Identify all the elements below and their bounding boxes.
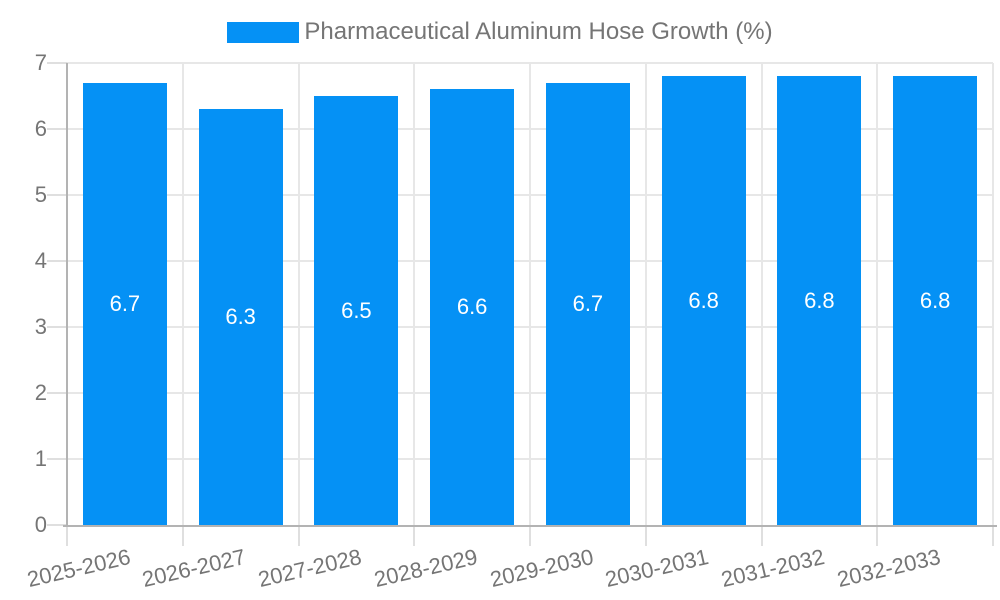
y-axis-tick	[47, 128, 67, 130]
y-axis-label: 1	[34, 446, 47, 471]
x-axis-label: 2028-2029	[371, 544, 480, 593]
y-axis-label: 4	[34, 248, 47, 273]
y-axis-tick	[47, 392, 67, 394]
x-axis-tick	[644, 525, 647, 546]
bar-value-label: 6.3	[225, 304, 256, 330]
bar[interactable]	[777, 76, 862, 525]
x-axis-tick	[760, 525, 763, 546]
y-axis-tick	[47, 326, 67, 328]
bar-value-label: 6.7	[572, 290, 604, 316]
bar[interactable]	[545, 82, 630, 525]
gridline-vertical	[297, 63, 300, 525]
bar[interactable]	[198, 109, 283, 525]
x-axis-tick	[529, 525, 531, 546]
x-axis-tick	[413, 525, 416, 546]
gridline-vertical	[529, 63, 531, 525]
x-axis-label: 2026-2027	[140, 544, 249, 593]
bar-value-label: 6.8	[919, 287, 951, 313]
x-axis-tick	[876, 525, 879, 546]
y-axis-tick	[47, 458, 67, 460]
x-axis-label: 2032-2033	[834, 544, 943, 593]
gridline-vertical	[644, 63, 647, 525]
gridline-vertical	[876, 63, 879, 525]
bar[interactable]	[661, 76, 746, 525]
bar[interactable]	[430, 89, 515, 525]
chart-title: Pharmaceutical Aluminum Hose Growth (%)	[304, 18, 773, 45]
y-axis-label: 3	[34, 314, 47, 339]
legend-swatch	[227, 21, 300, 43]
x-axis-line	[63, 525, 997, 527]
bar[interactable]	[82, 82, 167, 525]
x-axis-label: 2031-2032	[718, 544, 827, 593]
bar[interactable]	[314, 96, 399, 525]
x-axis-label: 2030-2031	[603, 544, 712, 593]
y-axis-tick	[47, 260, 67, 262]
y-axis-tick	[47, 194, 67, 196]
x-axis-tick	[297, 525, 300, 546]
y-axis-label: 0	[34, 512, 47, 537]
y-axis-label: 6	[34, 116, 47, 141]
y-axis-tick	[47, 524, 67, 526]
bar[interactable]	[893, 76, 978, 525]
bar-value-label: 6.7	[109, 290, 141, 316]
x-axis-tick	[992, 525, 994, 546]
y-axis-label: 7	[34, 50, 47, 75]
y-axis-line	[66, 63, 68, 525]
x-axis-label: 2025-2026	[24, 544, 133, 593]
legend[interactable]: Pharmaceutical Aluminum Hose Growth (%)	[0, 17, 1000, 47]
x-axis-tick	[181, 525, 184, 546]
bar-value-label: 6.5	[341, 297, 372, 323]
bar-value-label: 6.6	[456, 294, 488, 320]
x-axis-label: 2029-2030	[487, 544, 596, 593]
y-axis-label: 2	[34, 380, 47, 405]
gridline-vertical	[181, 63, 184, 525]
y-axis-label: 5	[34, 182, 47, 207]
gridline-vertical	[992, 63, 994, 525]
x-axis-tick	[66, 525, 68, 546]
gridline-vertical	[413, 63, 416, 525]
bar-value-label: 6.8	[804, 287, 835, 313]
gridline-vertical	[760, 63, 763, 525]
x-axis-label: 2027-2028	[255, 544, 364, 593]
bar-value-label: 6.8	[688, 287, 719, 313]
y-axis-tick	[47, 62, 67, 64]
